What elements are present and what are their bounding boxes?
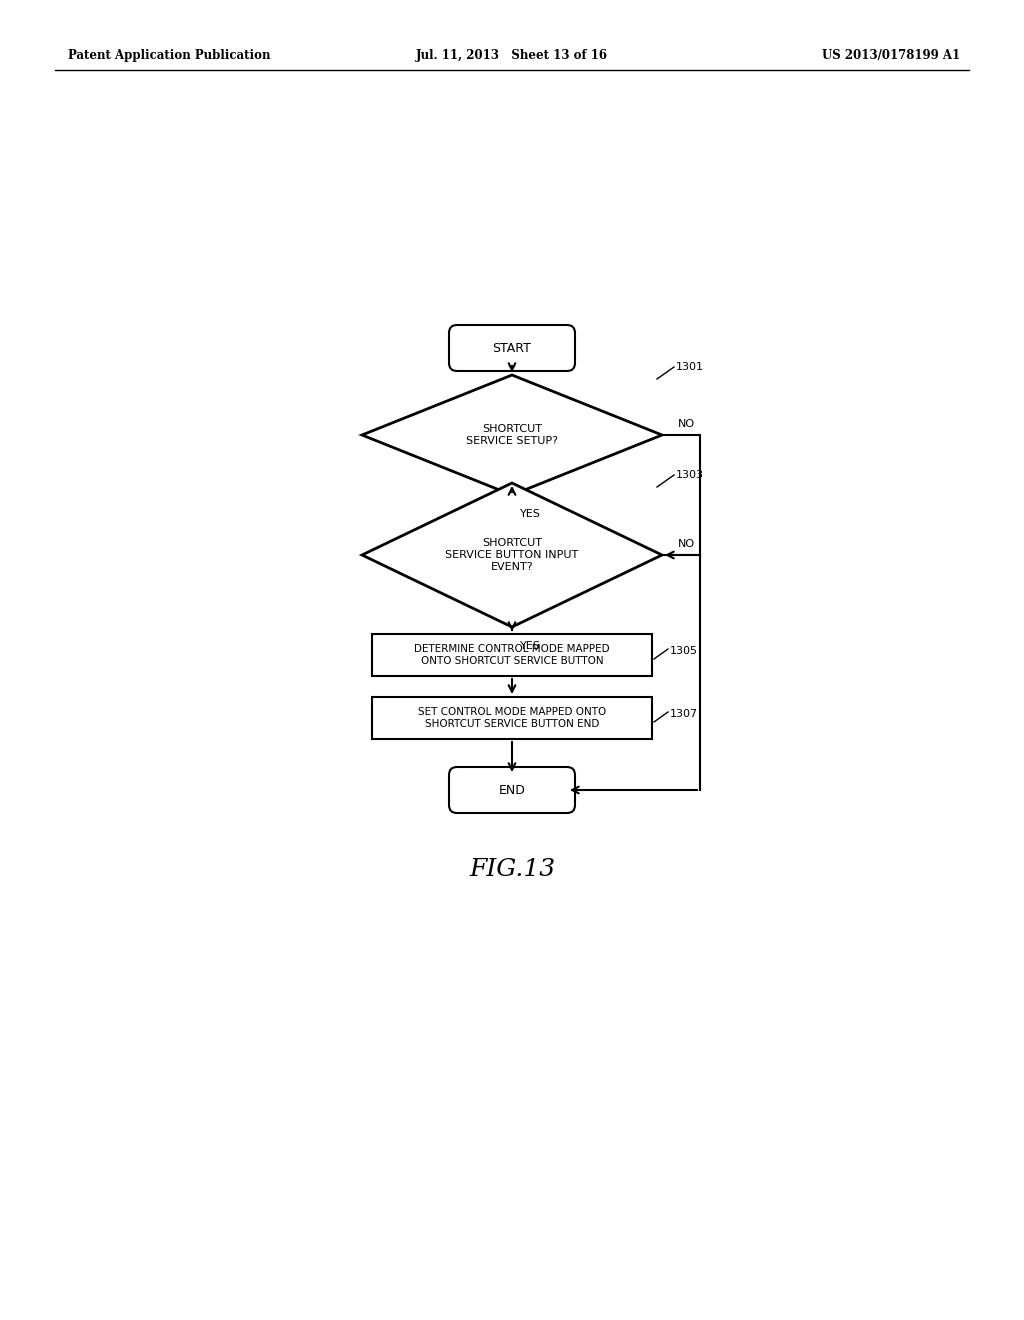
Bar [372,634,652,676]
Text: DETERMINE CONTROL MODE MAPPED
ONTO SHORTCUT SERVICE BUTTON: DETERMINE CONTROL MODE MAPPED ONTO SHORT… [414,644,610,665]
Text: US 2013/0178199 A1: US 2013/0178199 A1 [822,49,961,62]
Text: SHORTCUT
SERVICE SETUP?: SHORTCUT SERVICE SETUP? [466,424,558,446]
Text: SET CONTROL MODE MAPPED ONTO
SHORTCUT SERVICE BUTTON END: SET CONTROL MODE MAPPED ONTO SHORTCUT SE… [418,708,606,729]
FancyBboxPatch shape [449,767,575,813]
Text: 1301: 1301 [676,362,705,372]
Polygon shape [362,483,662,627]
Text: YES: YES [520,510,541,519]
FancyBboxPatch shape [449,325,575,371]
Bar [372,697,652,739]
Text: 1303: 1303 [676,470,705,480]
Text: 1307: 1307 [670,709,698,719]
Text: FIG.13: FIG.13 [469,858,555,882]
Text: START: START [493,342,531,355]
Text: END: END [499,784,525,796]
Polygon shape [362,375,662,495]
Text: Patent Application Publication: Patent Application Publication [68,49,270,62]
Text: YES: YES [520,642,541,651]
Text: Jul. 11, 2013   Sheet 13 of 16: Jul. 11, 2013 Sheet 13 of 16 [416,49,608,62]
Text: NO: NO [678,539,695,549]
Text: 1305: 1305 [670,645,698,656]
Text: NO: NO [678,418,695,429]
Text: SHORTCUT
SERVICE BUTTON INPUT
EVENT?: SHORTCUT SERVICE BUTTON INPUT EVENT? [445,539,579,572]
